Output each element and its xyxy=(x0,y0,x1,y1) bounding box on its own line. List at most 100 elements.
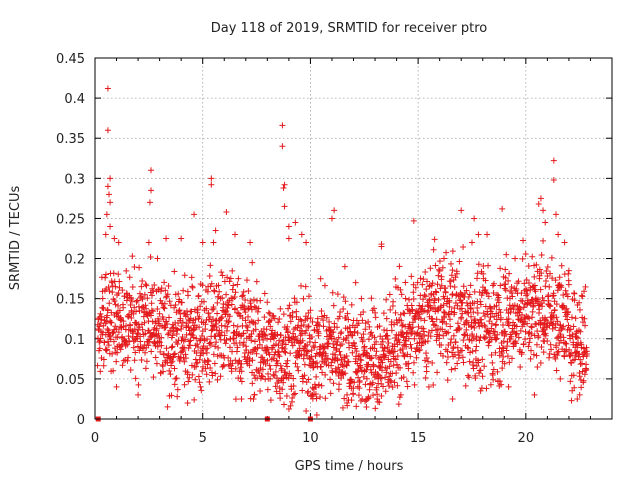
data-point xyxy=(283,393,290,400)
data-point xyxy=(321,344,328,351)
data-point xyxy=(305,376,312,383)
data-point xyxy=(163,235,170,242)
data-point xyxy=(266,362,273,369)
tick-labels: 0 0.05 0.1 0.15 0.2 0.25 0.3 0.35 0.4 0.45 0 5 10 15 2… xyxy=(56,52,534,446)
data-point xyxy=(248,337,255,344)
data-point xyxy=(492,349,499,356)
data-point xyxy=(530,351,537,358)
data-point xyxy=(318,307,325,314)
data-point xyxy=(553,367,560,374)
data-point xyxy=(369,379,376,386)
data-point xyxy=(475,359,482,366)
data-point xyxy=(131,304,138,311)
data-point xyxy=(279,340,286,347)
data-point xyxy=(110,270,117,277)
data-point xyxy=(335,334,342,341)
data-point xyxy=(438,342,445,349)
data-point xyxy=(512,255,519,262)
data-point xyxy=(267,366,274,373)
data-point xyxy=(367,355,374,362)
data-point xyxy=(181,381,188,388)
data-point xyxy=(196,379,203,386)
data-point xyxy=(285,235,292,242)
data-point xyxy=(504,353,511,360)
data-point xyxy=(303,407,310,414)
data-point xyxy=(246,362,253,369)
data-point xyxy=(397,286,404,293)
data-point xyxy=(465,345,472,352)
data-point xyxy=(328,359,335,366)
data-point xyxy=(313,395,320,402)
data-point xyxy=(169,332,176,339)
data-point xyxy=(298,282,305,289)
data-point xyxy=(451,351,458,358)
data-point xyxy=(382,352,389,359)
data-point xyxy=(515,278,522,285)
data-point xyxy=(249,380,256,387)
data-point xyxy=(239,292,246,299)
data-point xyxy=(310,364,317,371)
data-point xyxy=(259,366,266,373)
data-point xyxy=(386,383,393,390)
data-point xyxy=(466,358,473,365)
data-point xyxy=(408,302,415,309)
data-point xyxy=(214,376,221,383)
data-point xyxy=(219,272,226,279)
data-point xyxy=(113,326,120,333)
plot-frame xyxy=(94,57,613,420)
data-point xyxy=(431,236,438,243)
data-point xyxy=(134,297,141,304)
data-point xyxy=(436,267,443,274)
data-point xyxy=(474,305,481,312)
data-point xyxy=(498,381,505,388)
data-point xyxy=(145,239,152,246)
data-point xyxy=(505,322,512,329)
data-point xyxy=(416,347,423,354)
data-point xyxy=(496,378,503,385)
data-point xyxy=(473,362,480,369)
data-point xyxy=(493,321,500,328)
data-point xyxy=(579,293,586,300)
data-point xyxy=(125,333,132,340)
data-point xyxy=(527,355,534,362)
data-point xyxy=(304,323,311,330)
data-point xyxy=(148,348,155,355)
data-point xyxy=(558,262,565,269)
data-point xyxy=(163,318,170,325)
data-point xyxy=(104,127,111,134)
data-point xyxy=(201,298,208,305)
data-point xyxy=(513,340,520,347)
y-tick-label: 0.05 xyxy=(56,373,85,388)
data-point xyxy=(316,381,323,388)
data-point xyxy=(460,244,467,251)
data-point xyxy=(547,302,554,309)
data-point xyxy=(164,320,171,327)
data-point xyxy=(263,326,270,333)
y-axis-label: SRMTID / TECUs xyxy=(8,186,23,291)
data-point xyxy=(173,309,180,316)
data-point xyxy=(324,355,331,362)
data-point xyxy=(142,302,149,309)
data-point xyxy=(488,320,495,327)
data-point xyxy=(254,308,261,315)
data-point xyxy=(109,330,116,337)
data-point xyxy=(331,335,338,342)
data-point xyxy=(177,315,184,322)
data-point xyxy=(128,298,135,305)
data-point xyxy=(205,310,212,317)
data-point xyxy=(394,382,401,389)
data-point xyxy=(495,299,502,306)
data-point xyxy=(520,341,527,348)
data-point xyxy=(103,346,110,353)
data-point xyxy=(345,358,352,365)
data-point xyxy=(138,293,145,300)
data-point xyxy=(238,395,245,402)
data-point xyxy=(158,334,165,341)
data-point xyxy=(410,217,417,224)
data-point xyxy=(429,318,436,325)
data-point xyxy=(230,335,237,342)
data-point xyxy=(403,343,410,350)
data-point xyxy=(112,323,119,330)
data-point xyxy=(373,384,380,391)
data-point xyxy=(562,287,569,294)
